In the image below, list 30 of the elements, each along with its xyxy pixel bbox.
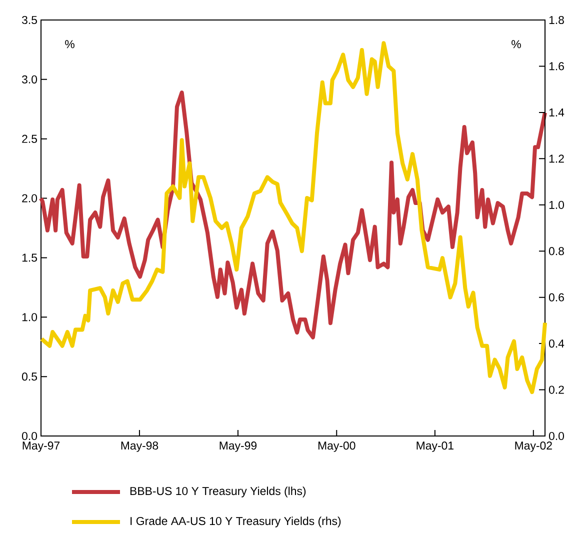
x-tick-label: May-01 [416, 442, 454, 452]
y2-tick-label: 0.6 [548, 293, 564, 302]
y2-tick-label: 1.4 [549, 108, 564, 116]
x-tick-label: May-02 [515, 442, 552, 452]
y-tick-label: 2.5 [22, 134, 37, 143]
y2-tick-label: 0.0 [548, 432, 564, 440]
legend-label: BBB-US 10 Y Treasury Yields (lhs) [130, 486, 306, 498]
y-axis-title: % [65, 40, 74, 48]
y-tick-label: 1.5 [22, 254, 37, 262]
y2-axis-title: % [512, 40, 521, 48]
x-tick-label: May-00 [318, 442, 356, 452]
y2-tick-label: 0.4 [548, 340, 564, 348]
y2-tick-label: 0.8 [548, 247, 564, 256]
x-tick-label: May-97 [22, 442, 60, 452]
y2-tick-label: 1.2 [549, 154, 564, 163]
line-series [39, 90, 548, 340]
y2-tick-label: 1.0 [549, 200, 564, 209]
y2-tick-label: 0.2 [548, 386, 564, 394]
y-tick-label: 2.0 [22, 194, 38, 202]
y2-tick-label: 1.8 [549, 16, 564, 24]
y-tick-label: 3.0 [22, 75, 38, 84]
legend-label: I Grade AA-US 10 Y Treasury Yields (rhs) [130, 516, 341, 528]
line-series [40, 41, 548, 394]
y-tick-label: 0.5 [22, 372, 37, 381]
y-tick-label: 3.5 [22, 16, 37, 24]
x-tick-label: May-99 [220, 442, 257, 452]
y-tick-label: 0.0 [22, 432, 38, 440]
x-tick-label: May-98 [121, 442, 158, 452]
y-tick-label: 1.0 [22, 313, 38, 322]
y2-tick-label: 1.6 [549, 62, 564, 70]
